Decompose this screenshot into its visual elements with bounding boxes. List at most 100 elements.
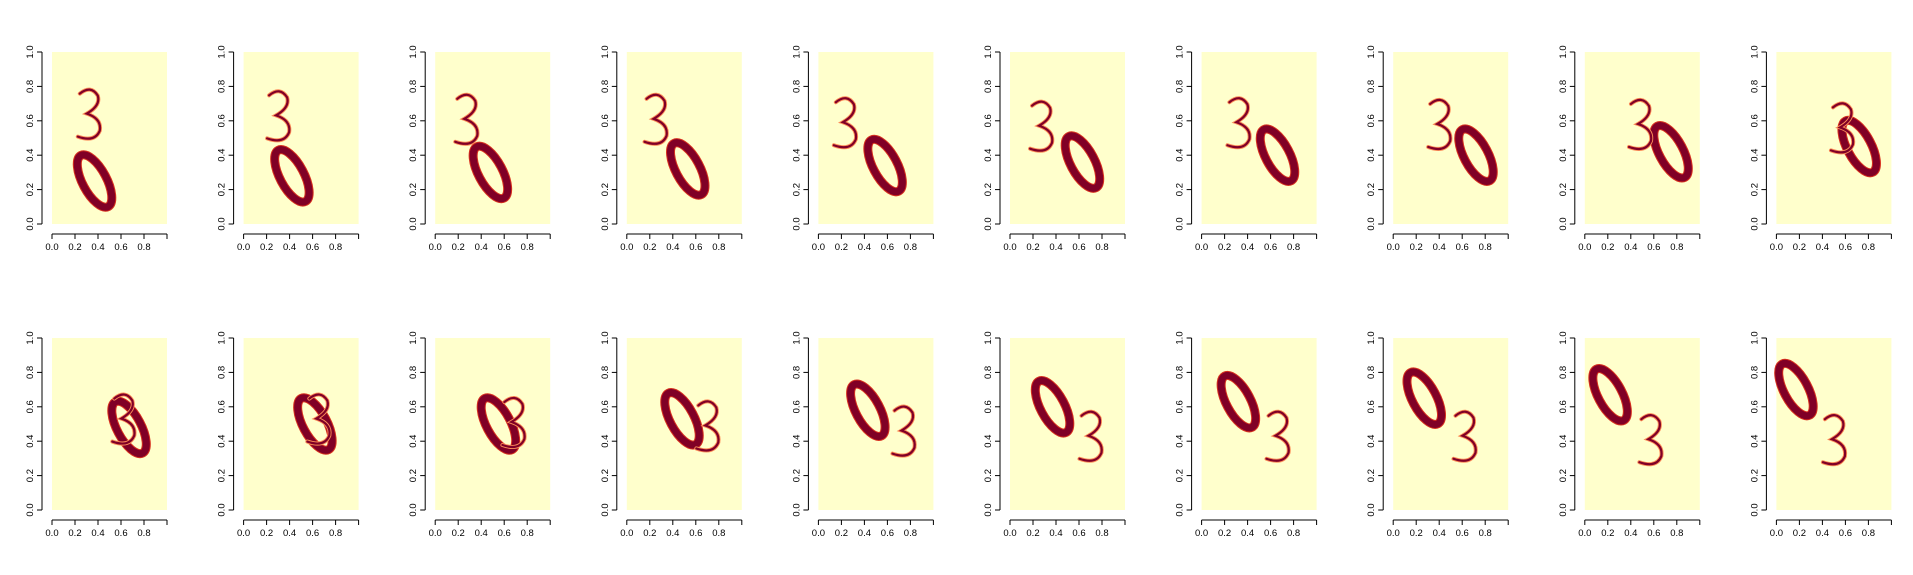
- y-tick-label: 0.4: [1175, 149, 1186, 162]
- y-tick-label: 0.4: [1366, 435, 1377, 448]
- y-tick-label: 0.6: [25, 114, 36, 127]
- digit-three-stroke: [76, 88, 102, 140]
- y-tick-label: 0.2: [1749, 469, 1760, 482]
- y-tick-label: 0.2: [25, 469, 36, 482]
- y-tick-label: 0.8: [983, 80, 994, 93]
- x-tick-label: 0.6: [306, 242, 319, 253]
- y-tick-label: 1.0: [1749, 45, 1760, 58]
- x-tick-label: 0.2: [1793, 528, 1806, 539]
- x-tick-label: 0.4: [1433, 242, 1446, 253]
- x-tick-label: 0.8: [712, 528, 725, 539]
- x-tick-label: 0.8: [1287, 242, 1300, 253]
- x-tick-label: 0.0: [45, 528, 58, 539]
- y-tick-label: 0.6: [791, 114, 802, 127]
- y-tick-label: 0.8: [408, 366, 419, 379]
- digit-three-stroke: [1452, 410, 1477, 462]
- y-tick-label: 0.0: [217, 503, 228, 516]
- y-tick-label: 0.8: [1558, 80, 1569, 93]
- digit-three-stroke: [1427, 98, 1452, 151]
- y-tick-label: 0.8: [1175, 80, 1186, 93]
- digit-three: [642, 92, 669, 146]
- x-tick-label: 0.0: [1578, 242, 1591, 253]
- y-tick-label: 0.0: [217, 217, 228, 230]
- x-tick-label: 0.6: [1647, 242, 1660, 253]
- y-tick-label: 0.6: [1749, 114, 1760, 127]
- panel-5: 0.0 0.2 0.4 0.6 0.8 0.0 0.2 0.4 0.6 0.8 1.0: [791, 45, 934, 253]
- x-tick-label: 0.8: [137, 242, 150, 253]
- x-tick-label: 0.2: [1410, 528, 1423, 539]
- x-tick-label: 0.2: [1601, 528, 1614, 539]
- x-tick-label: 0.6: [498, 242, 511, 253]
- x-tick-label: 0.4: [1241, 242, 1254, 253]
- panel-9: 0.0 0.2 0.4 0.6 0.8 0.0 0.2 0.4 0.6 0.8 1.0: [1558, 45, 1701, 253]
- y-tick-label: 0.2: [983, 469, 994, 482]
- y-tick-label: 0.6: [1749, 400, 1760, 413]
- y-tick-label: 0.0: [408, 503, 419, 516]
- digit-zero: [270, 145, 314, 207]
- x-tick-label: 0.4: [1816, 528, 1829, 539]
- x-tick-label: 0.0: [1003, 242, 1016, 253]
- y-tick-label: 0.8: [983, 366, 994, 379]
- y-tick-label: 1.0: [600, 45, 611, 58]
- y-tick-label: 0.8: [25, 366, 36, 379]
- x-tick-label: 0.8: [1479, 242, 1492, 253]
- x-tick-label: 0.8: [137, 528, 150, 539]
- digit-zero: [1030, 376, 1075, 438]
- panel-17: 0.0 0.2 0.4 0.6 0.8 0.0 0.2 0.4 0.6 0.8 1.0: [1175, 331, 1318, 539]
- y-tick-label: 0.6: [1558, 400, 1569, 413]
- y-tick-label: 0.8: [600, 366, 611, 379]
- y-tick-label: 0.6: [983, 114, 994, 127]
- y-tick-label: 0.4: [983, 435, 994, 448]
- digit-zero: [1255, 124, 1300, 186]
- y-tick-label: 0.8: [791, 366, 802, 379]
- digit-zero: [1060, 131, 1105, 193]
- y-tick-label: 1.0: [408, 331, 419, 344]
- y-tick-label: 1.0: [983, 45, 994, 58]
- y-tick-label: 0.0: [1558, 503, 1569, 516]
- x-tick-label: 0.4: [475, 528, 488, 539]
- y-tick-label: 0.8: [1366, 80, 1377, 93]
- y-tick-label: 0.4: [600, 149, 611, 162]
- digit-zero: [293, 393, 337, 455]
- x-tick-label: 0.6: [1264, 242, 1277, 253]
- digit-three: [305, 392, 332, 446]
- x-tick-label: 0.2: [643, 242, 656, 253]
- x-tick-label: 0.2: [1218, 242, 1231, 253]
- y-tick-label: 0.6: [217, 114, 228, 127]
- digit-three-stroke: [832, 97, 858, 149]
- x-tick-label: 0.8: [1670, 528, 1683, 539]
- x-tick-label: 0.8: [904, 242, 917, 253]
- digit-zero: [1588, 364, 1632, 426]
- y-tick-label: 0.0: [25, 217, 36, 230]
- digit-zero: [1774, 358, 1818, 421]
- digit-zero: [846, 379, 890, 441]
- digit-three: [890, 404, 917, 458]
- y-tick-label: 0.0: [1175, 503, 1186, 516]
- y-tick-label: 0.2: [408, 183, 419, 196]
- x-tick-label: 0.2: [835, 242, 848, 253]
- y-tick-label: 1.0: [1558, 45, 1569, 58]
- x-tick-label: 0.0: [45, 242, 58, 253]
- y-tick-label: 0.4: [1749, 435, 1760, 448]
- digit-three-stroke: [643, 93, 668, 145]
- y-tick-label: 0.4: [1749, 149, 1760, 162]
- x-tick-label: 0.2: [835, 528, 848, 539]
- digit-zero: [72, 150, 117, 212]
- y-tick-label: 0.6: [1175, 400, 1186, 413]
- y-tick-label: 0.0: [25, 503, 36, 516]
- y-tick-label: 0.2: [1366, 469, 1377, 482]
- digit-three-stroke: [1028, 100, 1054, 152]
- digit-three: [1451, 409, 1478, 463]
- digit-three: [453, 92, 480, 146]
- digit-zero: [665, 138, 710, 200]
- panel-14: 0.0 0.2 0.4 0.6 0.8 0.0 0.2 0.4 0.6 0.8 1.0: [600, 331, 743, 539]
- x-tick-label: 0.6: [498, 528, 511, 539]
- y-tick-label: 0.8: [1175, 366, 1186, 379]
- digit-zero-stroke: [1775, 359, 1817, 420]
- x-tick-label: 0.6: [1647, 528, 1660, 539]
- y-tick-label: 1.0: [1366, 45, 1377, 58]
- digit-three: [1820, 413, 1848, 467]
- panel-16: 0.0 0.2 0.4 0.6 0.8 0.0 0.2 0.4 0.6 0.8 1.0: [983, 331, 1126, 539]
- x-tick-label: 0.4: [283, 528, 296, 539]
- panel-background: [243, 52, 359, 224]
